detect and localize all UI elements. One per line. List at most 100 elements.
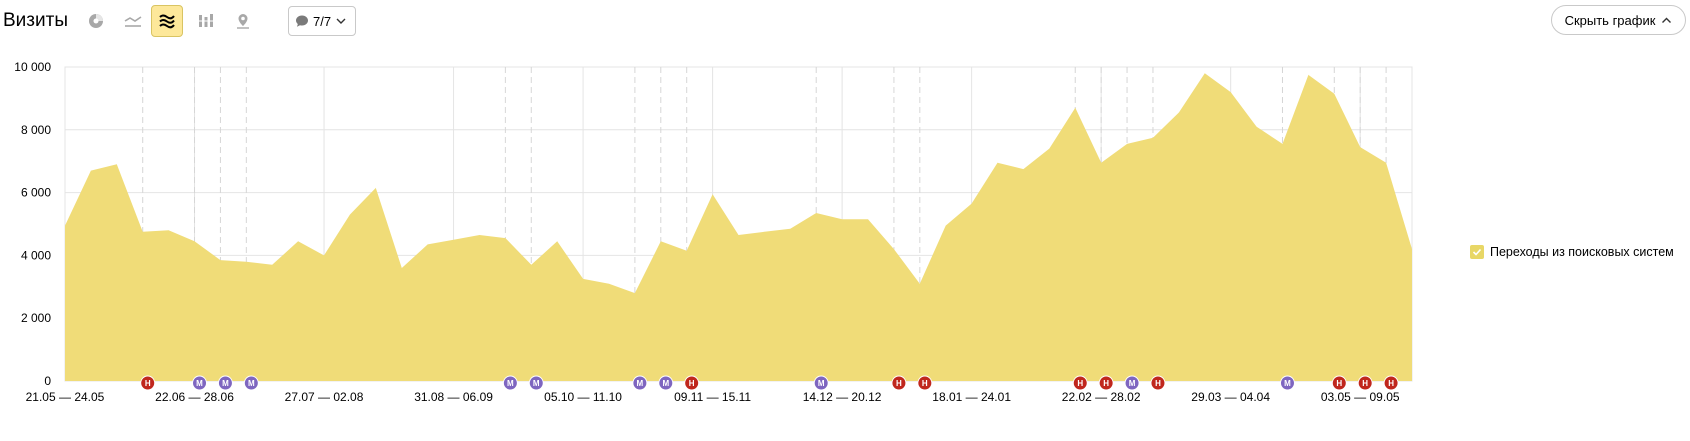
marker-badge xyxy=(1150,375,1166,391)
annotation-marker[interactable]: М xyxy=(192,375,208,391)
series-area xyxy=(64,73,1413,382)
marker-label: Н xyxy=(145,379,151,388)
y-tick-label: 8 000 xyxy=(21,123,51,137)
x-tick-label: 27.07 — 02.08 xyxy=(285,390,364,404)
marker-badge xyxy=(217,375,233,391)
area-chart-icon xyxy=(159,14,175,29)
x-tick-label: 31.08 — 06.09 xyxy=(414,390,493,404)
annotation-marker[interactable]: М xyxy=(632,375,648,391)
line-chart-button[interactable] xyxy=(117,5,149,37)
x-tick-label: 09.11 — 15.11 xyxy=(674,390,751,404)
annotation-marker[interactable]: М xyxy=(243,375,259,391)
marker-badge xyxy=(658,375,674,391)
map-button[interactable] xyxy=(227,5,259,37)
marker-badge xyxy=(813,375,829,391)
pie-chart-icon xyxy=(89,14,103,28)
marker-label: Н xyxy=(922,379,928,388)
annotation-marker[interactable]: М xyxy=(502,375,518,391)
marker-label: М xyxy=(533,379,540,388)
marker-label: М xyxy=(637,379,644,388)
comment-icon xyxy=(296,15,308,27)
y-tick-label: 10 000 xyxy=(14,60,51,74)
y-tick-label: 4 000 xyxy=(21,248,51,262)
marker-badge xyxy=(192,375,208,391)
marker-label: М xyxy=(507,379,514,388)
hide-chart-label: Скрыть график xyxy=(1564,12,1656,28)
marker-label: М xyxy=(818,379,825,388)
marker-badge xyxy=(1279,375,1295,391)
marker-badge xyxy=(502,375,518,391)
annotation-marker[interactable]: Н xyxy=(1383,375,1399,391)
marker-badge xyxy=(1331,375,1347,391)
pie-chart-button[interactable] xyxy=(80,5,112,37)
x-tick-label: 29.03 — 04.04 xyxy=(1191,390,1270,404)
annotation-marker[interactable]: Н xyxy=(1072,375,1088,391)
annotation-marker[interactable]: М xyxy=(528,375,544,391)
annotation-marker[interactable]: Н xyxy=(1098,375,1114,391)
marker-label: Н xyxy=(1077,379,1083,388)
marker-badge xyxy=(140,375,156,391)
marker-badge xyxy=(891,375,907,391)
marker-label: Н xyxy=(1336,379,1342,388)
x-tick-label: 03.05 — 09.05 xyxy=(1321,390,1400,404)
bar-chart-icon xyxy=(199,14,213,27)
marker-badge xyxy=(1383,375,1399,391)
annotation-marker[interactable]: М xyxy=(1124,375,1140,391)
annotation-marker[interactable]: Н xyxy=(891,375,907,391)
legend-item[interactable]: Переходы из поисковых систем xyxy=(1470,245,1674,259)
marker-label: Н xyxy=(1388,379,1394,388)
marker-label: М xyxy=(248,379,255,388)
annotation-marker[interactable]: М xyxy=(813,375,829,391)
area-chart-button[interactable] xyxy=(151,5,183,37)
bar-chart-button[interactable] xyxy=(190,5,222,37)
marker-label: Н xyxy=(896,379,902,388)
check-icon xyxy=(1472,248,1482,256)
filter-count: 7/7 xyxy=(313,13,332,29)
marker-label: Н xyxy=(1155,379,1161,388)
marker-badge xyxy=(1124,375,1140,391)
marker-label: М xyxy=(1284,379,1291,388)
annotation-marker[interactable]: Н xyxy=(1331,375,1347,391)
marker-badge xyxy=(917,375,933,391)
marker-label: М xyxy=(662,379,669,388)
marker-badge xyxy=(528,375,544,391)
x-tick-label: 05.10 — 11.10 xyxy=(544,390,622,404)
page-title: Визиты xyxy=(3,10,68,31)
x-axis: 21.05 — 24.05 22.06 — 28.06 27.07 — 02.08 3… xyxy=(26,390,1400,404)
marker-badge xyxy=(1098,375,1114,391)
annotation-marker[interactable]: Н xyxy=(1150,375,1166,391)
marker-badge xyxy=(684,375,700,391)
marker-label: М xyxy=(1129,379,1136,388)
y-tick-label: 6 000 xyxy=(21,186,51,200)
annotation-marker[interactable]: М xyxy=(658,375,674,391)
annotation-marker[interactable]: Н xyxy=(1357,375,1373,391)
series-area-fill xyxy=(65,73,1412,382)
chevron-down-icon xyxy=(336,18,346,24)
annotation-marker[interactable]: М xyxy=(1279,375,1295,391)
x-tick-label: 22.02 — 28.02 xyxy=(1062,390,1141,404)
y-tick-label: 2 000 xyxy=(21,311,51,325)
area-chart: 0 2 000 4 000 6 000 8 000 10 000 21.05 — 24.0… xyxy=(14,60,1413,404)
annotations-filter-button[interactable]: 7/7 xyxy=(288,6,356,36)
map-pin-icon xyxy=(237,14,249,29)
marker-label: Н xyxy=(1362,379,1368,388)
legend-label: Переходы из поисковых систем xyxy=(1490,245,1674,259)
marker-label: М xyxy=(196,379,203,388)
marker-badge xyxy=(1357,375,1373,391)
marker-label: Н xyxy=(689,379,695,388)
annotation-marker[interactable]: М xyxy=(217,375,233,391)
marker-label: Н xyxy=(1103,379,1109,388)
annotation-marker[interactable]: Н xyxy=(140,375,156,391)
annotation-marker[interactable]: Н xyxy=(917,375,933,391)
marker-badge xyxy=(243,375,259,391)
x-tick-label: 22.06 — 28.06 xyxy=(155,390,234,404)
x-tick-label: 18.01 — 24.01 xyxy=(932,390,1011,404)
marker-badge xyxy=(1072,375,1088,391)
marker-label: М xyxy=(222,379,229,388)
y-axis: 0 2 000 4 000 6 000 8 000 10 000 xyxy=(14,60,51,388)
marker-badge xyxy=(632,375,648,391)
annotation-marker[interactable]: Н xyxy=(684,375,700,391)
legend-checkbox[interactable] xyxy=(1470,245,1484,259)
hide-chart-button[interactable]: Скрыть график xyxy=(1551,5,1686,35)
